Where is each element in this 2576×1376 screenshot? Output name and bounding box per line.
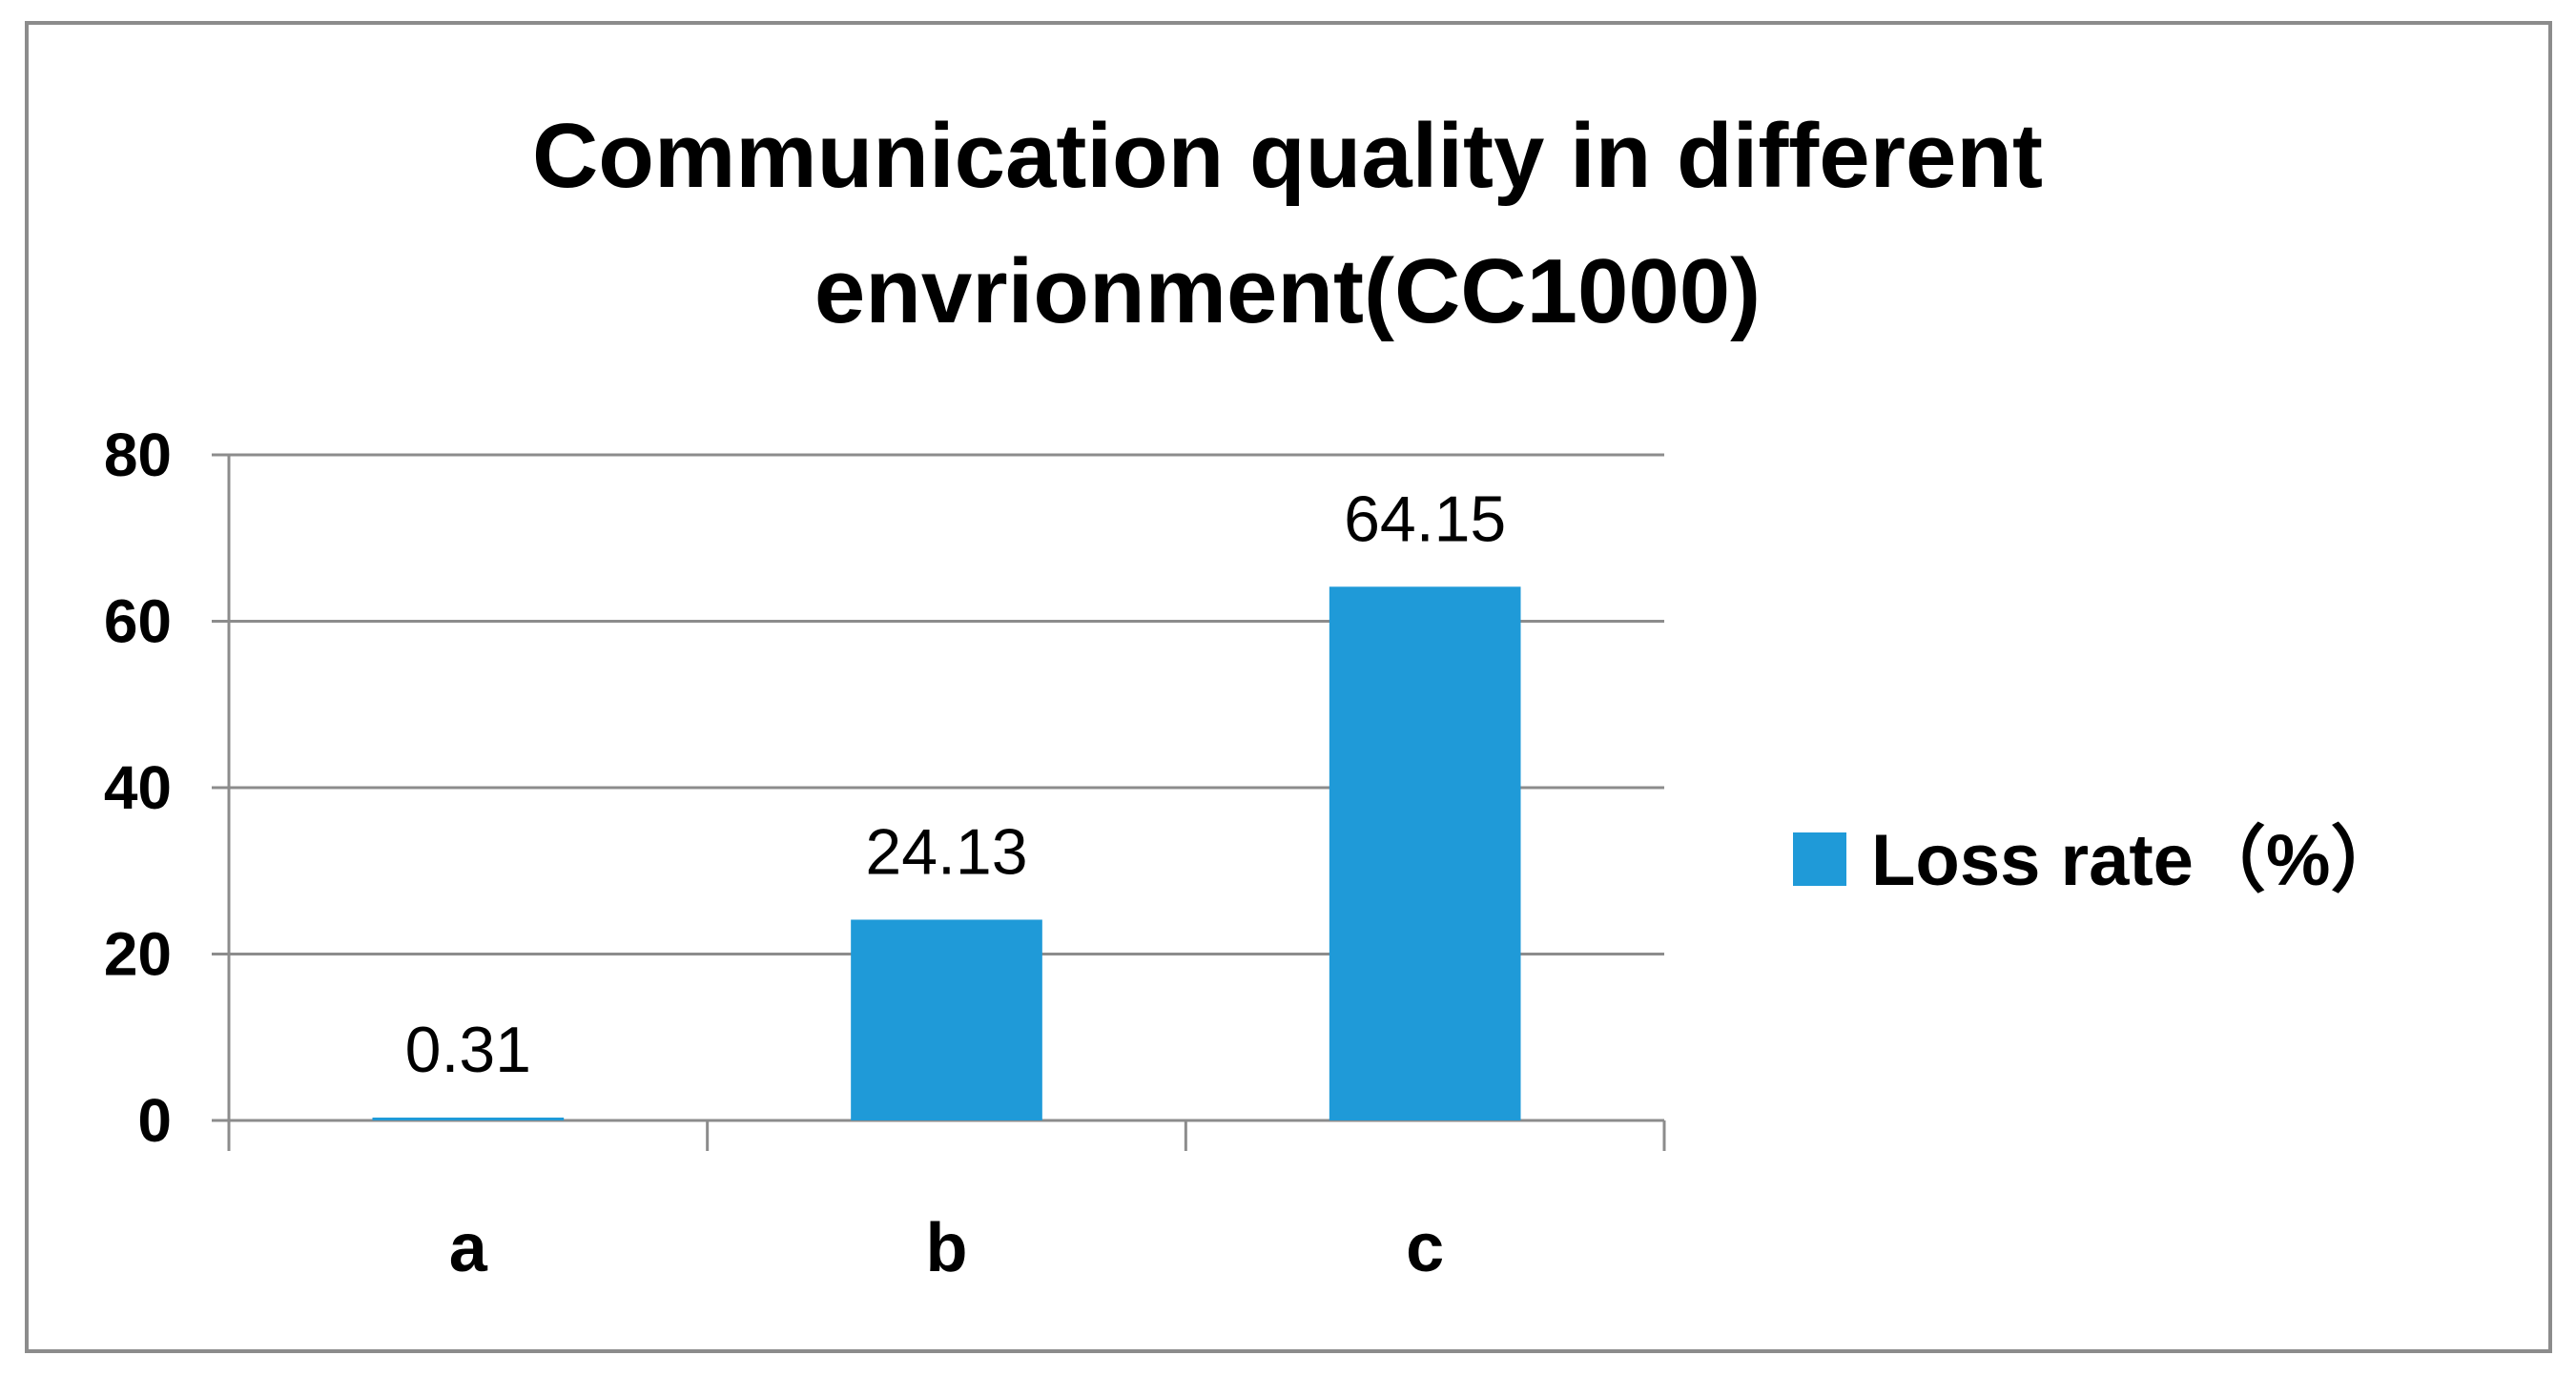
x-tick-label-b: b: [926, 1210, 968, 1286]
legend-swatch: [1793, 832, 1846, 886]
y-tick-label: 40: [104, 753, 172, 822]
data-label-c: 64.15: [1344, 483, 1506, 555]
chart-frame: [25, 21, 2552, 1353]
chart-title-line-2: envrionment(CC1000): [814, 240, 1761, 342]
legend-label: Loss rate（%）: [1871, 820, 2403, 901]
bar-a: [372, 1118, 565, 1120]
chart-title-line-1: Communication quality in different: [532, 105, 2043, 207]
y-tick-label: 60: [104, 587, 172, 656]
bar-b: [851, 919, 1042, 1120]
y-tick-label: 80: [104, 421, 172, 489]
plot-area: 0 20 40 60 80 0.31 a 24.13 b 64.15 c: [104, 421, 1666, 1286]
y-tick-label: 20: [104, 920, 172, 989]
data-label-a: 0.31: [405, 1014, 531, 1086]
legend: Loss rate（%）: [1793, 820, 2403, 901]
x-tick-label-a: a: [449, 1210, 488, 1286]
x-tick-label-c: c: [1406, 1210, 1444, 1286]
data-label-b: 24.13: [865, 815, 1027, 888]
y-tick-label: 0: [137, 1086, 172, 1155]
bar-c: [1329, 586, 1521, 1120]
